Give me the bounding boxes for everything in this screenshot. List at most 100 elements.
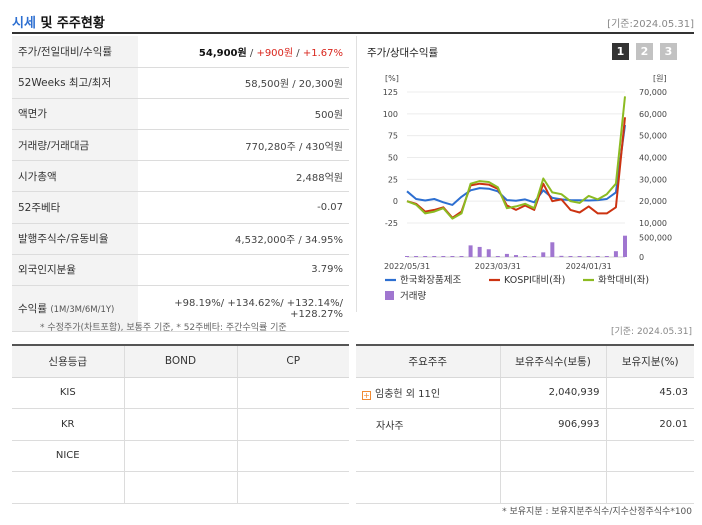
volume-bar bbox=[559, 255, 564, 257]
row-returns: 수익률 (1M/3M/6M/1Y) +98.19%/ +134.62%/ +13… bbox=[12, 285, 349, 332]
header-asof-date: [기준:2024.05.31] bbox=[607, 19, 694, 30]
shareholder-name: 임충헌 외 11인 bbox=[375, 389, 441, 401]
volume-bar bbox=[541, 252, 546, 257]
shareholder-pct bbox=[605, 440, 694, 472]
volume-bar bbox=[568, 256, 573, 257]
shareholder-shares: 906,993 bbox=[499, 408, 606, 441]
legend-label: 거래량 bbox=[400, 290, 426, 302]
y-left-tick: 25 bbox=[388, 175, 398, 184]
chart-panel: 주가/상대수익률 1 2 3 [%] [원] 125 100 75 50 25 0 -25 70,… bbox=[356, 36, 694, 312]
volume-bar bbox=[532, 256, 537, 257]
label-foreign: 외국인지분율 bbox=[12, 254, 138, 287]
y-left-tick: 50 bbox=[388, 154, 398, 163]
volume-bar bbox=[423, 256, 428, 257]
credit-header-agency: 신용등급 bbox=[12, 344, 124, 378]
shareholder-pct: 45.03 bbox=[605, 377, 694, 409]
volume-bar bbox=[405, 256, 409, 257]
label-shares: 발행주식수/유동비율 bbox=[12, 223, 138, 255]
row-par-value: 액면가 500원 bbox=[12, 98, 349, 131]
shareholder-name bbox=[356, 471, 500, 504]
y-left-tick: 100 bbox=[383, 110, 398, 119]
value-foreign: 3.79% bbox=[138, 254, 349, 287]
legend-label: 한국화장품제조 bbox=[400, 275, 461, 286]
chart-page-3-button[interactable]: 3 bbox=[660, 43, 677, 60]
volume-bar bbox=[450, 256, 455, 257]
price-change: +900원 bbox=[256, 47, 294, 59]
shareholder-row bbox=[356, 471, 694, 504]
shareholder-name bbox=[356, 440, 500, 472]
credit-header-row: 신용등급 BOND CP bbox=[12, 344, 349, 378]
label-volume: 거래량/거래대금 bbox=[12, 129, 138, 162]
chart-title: 주가/상대수익률 bbox=[367, 47, 439, 59]
sep2: / bbox=[293, 47, 303, 59]
row-beta: 52주베타 -0.07 bbox=[12, 191, 349, 224]
shareholder-row: + 임충헌 외 11인 2,040,939 45.03 bbox=[356, 377, 694, 409]
shareholder-shares bbox=[499, 440, 606, 472]
volume-bar bbox=[495, 256, 500, 257]
shareholder-row bbox=[356, 440, 694, 472]
chart-page-2-button[interactable]: 2 bbox=[636, 43, 653, 60]
credit-cp bbox=[236, 377, 349, 409]
value-returns: +98.19%/ +134.62%/ +132.14%/+128.27% bbox=[138, 285, 349, 332]
row-price: 주가/전일대비/수익률 54,900원 / +900원 / +1.67% bbox=[12, 36, 349, 68]
volume-bar bbox=[486, 249, 491, 257]
lower-asof-date: [기준: 2024.05.31] bbox=[610, 327, 692, 337]
value-market-cap: 2,488억원 bbox=[138, 160, 349, 193]
chart-page-1-button[interactable]: 1 bbox=[612, 43, 629, 60]
credit-bond bbox=[123, 440, 237, 472]
volume-bar bbox=[432, 256, 437, 257]
shareholders-table: 주요주주 보유주식수(보통) 보유지분(%) + 임충헌 외 11인 2,040,… bbox=[356, 344, 694, 504]
volume-tick: 500,000 bbox=[639, 234, 672, 243]
y-right-tick: 20,000 bbox=[639, 197, 667, 206]
sh-header-shares: 보유주식수(보통) bbox=[499, 344, 606, 378]
label-par-value: 액면가 bbox=[12, 98, 138, 131]
row-shares: 발행주식수/유동비율 4,532,000주 / 34.95% bbox=[12, 223, 349, 255]
legend-label: KOSPI대비(좌) bbox=[504, 275, 565, 286]
shareholder-note: * 보유지분 : 보유지분주식수/지수산정주식수*100 bbox=[502, 507, 692, 517]
change-rate: +1.67% bbox=[302, 47, 343, 59]
credit-agency bbox=[12, 471, 124, 504]
shareholders-header-row: 주요주주 보유주식수(보통) 보유지분(%) bbox=[356, 344, 694, 378]
series-line bbox=[406, 124, 626, 206]
credit-rating-table: 신용등급 BOND CP KIS KR NICE bbox=[12, 344, 349, 504]
volume-bar bbox=[595, 256, 600, 257]
volume-bar bbox=[523, 256, 528, 257]
shareholder-pct bbox=[605, 471, 694, 504]
x-tick: 2023/03/31 bbox=[475, 262, 521, 271]
volume-bar bbox=[414, 256, 419, 257]
volume-bar bbox=[577, 256, 582, 257]
series-line bbox=[406, 96, 626, 220]
credit-header-cp: CP bbox=[236, 344, 349, 378]
market-note: * 수정주가(차트포함), 보통주 기준, * 52주베타: 주간수익률 기준 bbox=[40, 323, 287, 333]
label-beta: 52주베타 bbox=[12, 191, 138, 224]
returns-line2: +128.27% bbox=[290, 308, 343, 320]
volume-bar bbox=[604, 256, 609, 257]
expand-plus-icon[interactable]: + bbox=[362, 391, 371, 401]
credit-row: KIS bbox=[12, 377, 349, 409]
volume-bar bbox=[550, 242, 555, 257]
credit-agency: KIS bbox=[12, 377, 124, 409]
value-price: 54,900원 / +900원 / +1.67% bbox=[138, 36, 349, 68]
series-line bbox=[406, 117, 626, 219]
shareholder-name: 자사주 bbox=[356, 408, 500, 441]
y-right-tick: 70,000 bbox=[639, 88, 667, 97]
sh-header-pct: 보유지분(%) bbox=[605, 344, 694, 378]
volume-bar bbox=[504, 253, 509, 257]
credit-row bbox=[12, 471, 349, 504]
volume-bar bbox=[441, 256, 446, 257]
title-highlight: 시세 bbox=[12, 16, 36, 31]
market-info-table: 주가/전일대비/수익률 54,900원 / +900원 / +1.67% 52W… bbox=[12, 36, 349, 332]
volume-bar bbox=[468, 245, 473, 257]
y-right-tick: 10,000 bbox=[639, 219, 667, 228]
label-price: 주가/전일대비/수익률 bbox=[12, 36, 138, 68]
label-market-cap: 시가총액 bbox=[12, 160, 138, 193]
shareholder-name-cell: + 임충헌 외 11인 bbox=[356, 377, 500, 409]
legend-swatch bbox=[385, 291, 394, 300]
right-axis-unit: [원] bbox=[653, 74, 667, 83]
y-left-tick: 75 bbox=[388, 132, 398, 141]
value-52weeks: 58,500원 / 20,300원 bbox=[138, 67, 349, 99]
credit-cp bbox=[236, 408, 349, 441]
legend-label: 화학대비(좌) bbox=[598, 275, 649, 286]
price-chart: [%] [원] 125 100 75 50 25 0 -25 70,000 60,000 50,000… bbox=[383, 74, 672, 302]
credit-agency: NICE bbox=[12, 440, 124, 472]
